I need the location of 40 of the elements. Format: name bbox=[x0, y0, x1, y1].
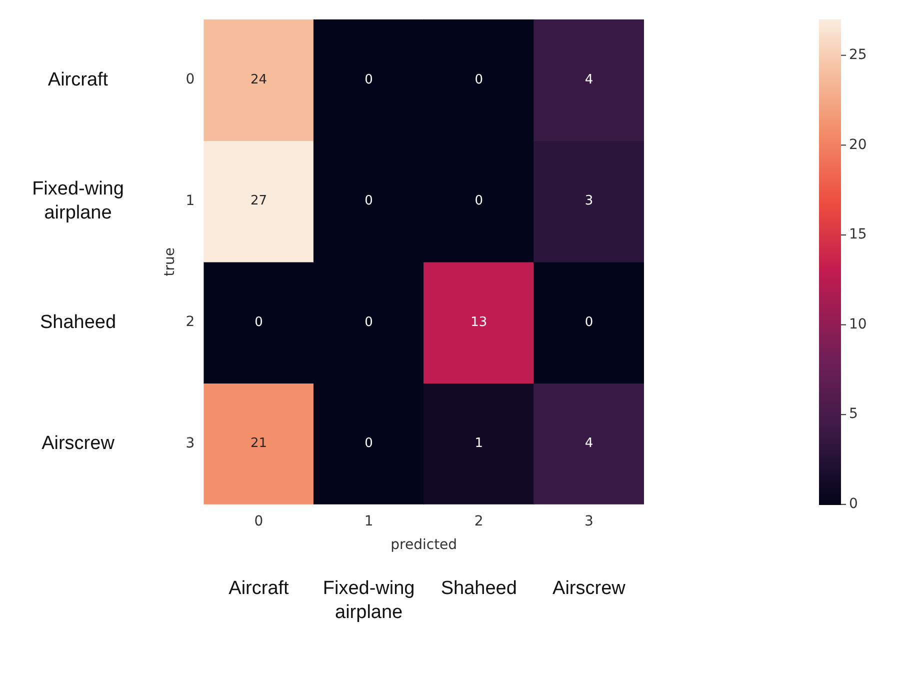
x-tick-label: 2 bbox=[474, 513, 484, 530]
data-label: 24 bbox=[250, 72, 268, 88]
x-tick-label: 3 bbox=[584, 513, 594, 530]
y-axis-title: true bbox=[162, 248, 178, 276]
y2-tick-label: Airscrew bbox=[42, 433, 115, 454]
y2-tick-label: Aircraft bbox=[48, 69, 109, 90]
data-label: 3 bbox=[584, 194, 594, 209]
x-tick-label: 1 bbox=[364, 513, 374, 530]
y2-tick-label: Shaheed bbox=[40, 312, 116, 333]
color-bar-label: 10 bbox=[849, 316, 867, 332]
data-label: 4 bbox=[584, 72, 594, 88]
data-label: 0 bbox=[254, 314, 263, 330]
text: Fixed-wing airplane bbox=[322, 578, 415, 624]
y-tick-label: 0 bbox=[186, 72, 195, 88]
data-label: 4 bbox=[584, 436, 594, 452]
data-label: 0 bbox=[364, 314, 373, 330]
data-label: 13 bbox=[470, 314, 488, 330]
data-label: 1 bbox=[474, 436, 484, 452]
y-tick-label: 2 bbox=[186, 314, 195, 330]
data-label: 21 bbox=[250, 436, 268, 452]
text: Shaheed bbox=[440, 578, 517, 600]
y2-tick-label: Fixed-wing airplane bbox=[32, 178, 124, 224]
text: Aircraft bbox=[228, 578, 290, 600]
x-tick-label: 0 bbox=[254, 513, 264, 530]
color-bar-label: 25 bbox=[849, 46, 867, 63]
color-bar-label: 15 bbox=[849, 226, 867, 243]
color-bar-label: 5 bbox=[849, 406, 858, 422]
color-bar-label: 0 bbox=[849, 496, 858, 512]
data-label: 27 bbox=[250, 194, 268, 209]
text: Airscrew bbox=[552, 578, 626, 600]
x-axis-title: predicted bbox=[390, 537, 458, 554]
y-tick-label: 1 bbox=[186, 192, 195, 209]
data-label: 0 bbox=[474, 72, 484, 88]
color-bar-label: 20 bbox=[849, 136, 867, 153]
data-label: 0 bbox=[584, 314, 594, 330]
data-label: 0 bbox=[364, 194, 373, 209]
data-label: 0 bbox=[364, 436, 373, 452]
data-label: 0 bbox=[474, 194, 484, 209]
y-tick-label: 3 bbox=[186, 435, 195, 452]
data-label: 0 bbox=[364, 72, 373, 88]
